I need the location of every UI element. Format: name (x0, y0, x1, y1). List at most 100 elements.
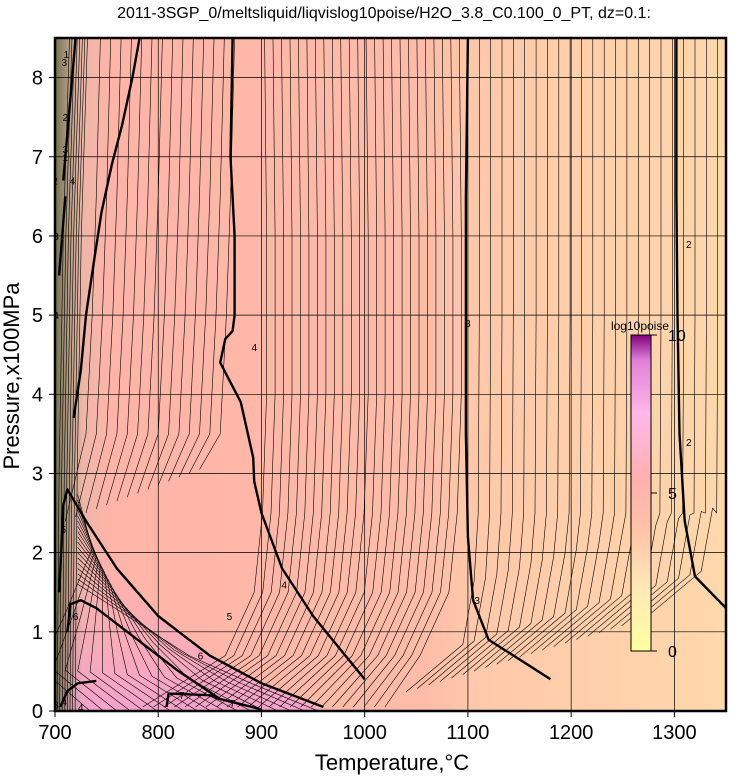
contour-label: 4 (70, 177, 76, 188)
minor-contour-line (61, 38, 75, 711)
contour-label: 5 (60, 525, 66, 536)
y-tick-label: 2 (32, 543, 43, 565)
colorbar-ticks: 0 5 10 (651, 328, 686, 661)
y-tick-label: 3 (32, 463, 43, 485)
minor-contour-line (428, 38, 503, 686)
minor-contour-line (77, 562, 265, 711)
contour-label: 4 (281, 580, 287, 591)
x-tick-label: 900 (245, 722, 278, 744)
minor-contour-line (451, 38, 525, 679)
contour-label: 5 (227, 612, 233, 623)
minor-contour-line (405, 38, 480, 693)
colorbar-tick-label: 5 (668, 486, 677, 503)
contour-label: 7 (230, 699, 236, 710)
minor-contour-line (77, 531, 185, 711)
y-axis-title: Pressure,x100MPa (0, 282, 24, 470)
y-tick-label: 8 (32, 68, 43, 90)
minor-contour-line (530, 38, 605, 654)
contour-label: 1 (63, 153, 69, 164)
minor-contour-line (553, 38, 628, 647)
minor-contour-line (69, 38, 83, 711)
y-tick-label: 7 (32, 147, 43, 169)
x-axis-title: Temperature,°C (315, 750, 469, 775)
contour-label: 2 (686, 240, 692, 251)
contour-label: 4 (53, 311, 59, 322)
minor-contour-line (542, 38, 616, 651)
contour-label: 3 (474, 596, 480, 607)
contour-label: 7 (179, 691, 185, 702)
x-tick-label: 1200 (549, 722, 594, 744)
x-tick-label: 1300 (652, 722, 697, 744)
minor-contour-line (644, 38, 718, 620)
contour-label: 4 (62, 697, 68, 708)
contour-label: 6 (73, 612, 79, 623)
colorbar-tick-label: 10 (668, 328, 686, 345)
contour-label: 2 (52, 177, 58, 188)
plot-frame (53, 36, 728, 713)
y-tick-label: 0 (32, 701, 43, 723)
minor-contour-line (67, 38, 81, 711)
colorbar: log10poise 0 5 10 (611, 319, 686, 661)
y-axis: 0 1 2 3 4 5 6 7 8 (32, 68, 55, 723)
minor-contour-line (77, 547, 225, 711)
minor-contour-line (519, 38, 594, 658)
plot-title: 2011-3SGP_0/meltsliquid/liqvislog10poise… (117, 5, 651, 22)
minor-contour-line (632, 38, 707, 623)
colorbar-gradient (630, 334, 652, 652)
minor-contour-line (59, 38, 73, 711)
contour-label: 3 (53, 232, 59, 243)
contour-label: 3 (62, 58, 68, 69)
contour-line-7 (165, 692, 221, 708)
minor-contour-line (417, 38, 491, 689)
x-tick-label: 1000 (342, 722, 387, 744)
minor-contour-line (77, 557, 252, 711)
contour-label: 6 (198, 652, 204, 663)
heatmap-high-viscosity-region (55, 489, 324, 711)
contour-label: 2 (63, 113, 69, 124)
plot-area: 223344445566772313231443 (52, 38, 726, 714)
contour-line-4 (59, 679, 97, 708)
heatmap-background (55, 38, 726, 711)
colorbar-tick-label: 0 (668, 644, 677, 661)
minor-contour-line (610, 38, 684, 630)
x-tick-label: 1100 (446, 722, 489, 744)
contour-label: 1 (64, 50, 70, 61)
x-axis: 700 800 900 1000 1100 1200 1300 (38, 711, 697, 744)
minor-contour-line (72, 38, 86, 711)
contour-label: 3 (63, 145, 69, 156)
colorbar-title: log10poise (611, 319, 669, 333)
contour-label: 3 (53, 701, 59, 712)
minor-contour-line (77, 573, 292, 711)
minor-contour-line (496, 38, 571, 665)
minor-contour-line (485, 38, 560, 668)
x-tick-label: 800 (142, 722, 175, 744)
y-tick-label: 6 (32, 226, 43, 248)
minor-contour-line (64, 38, 78, 711)
y-tick-label: 5 (32, 305, 43, 327)
grid (54, 38, 726, 712)
contour-line-4 (219, 38, 366, 681)
minor-contour-line (77, 526, 171, 711)
minor-contour-line (462, 38, 537, 675)
contour-label: 4 (251, 343, 257, 354)
minor-contours (55, 38, 718, 711)
minor-contour-line (439, 38, 514, 682)
minor-contour-line (74, 38, 88, 711)
minor-contour-line (508, 38, 582, 661)
contour-line-3 (464, 38, 552, 681)
y-tick-label: 4 (32, 384, 43, 406)
x-tick-label: 700 (38, 722, 71, 744)
contour-label: 4 (78, 703, 84, 714)
contour-label: 2 (686, 438, 692, 449)
minor-contour-line (55, 494, 93, 711)
contour-line-4 (72, 38, 141, 419)
contour-line-5 (57, 488, 324, 709)
minor-contour-line (621, 38, 696, 627)
contour-line-6 (66, 599, 262, 711)
major-contours (57, 38, 726, 711)
y-tick-label: 1 (32, 622, 43, 644)
minor-contour-line (77, 578, 305, 711)
minor-contour-line (77, 584, 319, 711)
contour-line-2 (675, 38, 726, 609)
